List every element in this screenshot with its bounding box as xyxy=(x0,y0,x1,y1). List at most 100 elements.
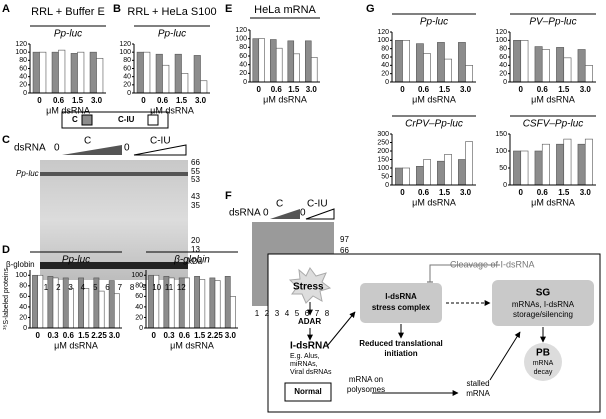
x-tick-label: 0 xyxy=(37,96,42,105)
gel-image xyxy=(40,160,188,280)
node-box xyxy=(492,280,594,326)
y-tick-label: 0 xyxy=(385,79,389,86)
gradient-wedge xyxy=(62,145,122,155)
x-tick-label: 3.0 xyxy=(580,85,592,94)
x-tick-label: 1.5 xyxy=(288,85,300,94)
x-tick-label: 3.0 xyxy=(460,188,472,197)
diagram-label: Cleavage of I-dsRNA xyxy=(450,259,535,269)
y-tick-label: 0 xyxy=(23,90,27,97)
panel-letter: E xyxy=(225,3,232,15)
x-tick-label: 0.6 xyxy=(157,96,169,105)
gel-label: 0 xyxy=(263,208,269,219)
bar xyxy=(402,167,410,186)
gel-label: 0 xyxy=(300,208,306,219)
y-tick-label: 120 xyxy=(15,41,27,48)
gel-label: C-IU xyxy=(150,136,171,147)
diagram-label: miRNAs, xyxy=(290,361,318,368)
lane-number: 3 xyxy=(275,309,280,318)
x-tick-label: 3.0 xyxy=(306,85,318,94)
y-tick-label: 300 xyxy=(377,131,389,138)
lane-number: 11 xyxy=(165,283,174,292)
y-tick-label: 80 xyxy=(19,283,27,290)
diagram-label: Normal xyxy=(294,387,322,396)
chart-title: RRL + HeLa S100 xyxy=(127,6,216,18)
y-tick-label: 60 xyxy=(123,65,131,72)
diagram-label: polysomes xyxy=(347,385,385,394)
diagram-label: mRNAs, I-dsRNA xyxy=(512,300,575,309)
lane-number: 3 xyxy=(68,283,73,292)
bar xyxy=(437,160,445,186)
x-tick-label: 0 xyxy=(35,331,40,340)
y-tick-label: 60 xyxy=(135,293,143,300)
diagram-label: Viral dsRNAs xyxy=(290,369,332,376)
y-tick-label: 20 xyxy=(381,71,389,78)
bar xyxy=(556,47,565,83)
legend-label: C xyxy=(72,115,78,124)
gel-band xyxy=(40,262,188,269)
x-axis-label: μM dsRNA xyxy=(170,340,214,350)
diagram-label: mRNA xyxy=(466,389,490,398)
lane-number: 9 xyxy=(142,283,147,292)
y-tick-label: 80 xyxy=(135,283,143,290)
diagram-label: PB xyxy=(536,348,550,359)
x-tick-label: 1.5 xyxy=(78,331,90,340)
bar xyxy=(89,51,97,94)
x-axis-label: μM dsRNA xyxy=(531,94,575,104)
lane-number: 2 xyxy=(56,283,61,292)
bar xyxy=(209,277,216,329)
x-tick-label: 0.3 xyxy=(163,331,175,340)
bar xyxy=(143,51,151,94)
bar xyxy=(136,51,144,94)
arrow xyxy=(327,311,356,346)
bar xyxy=(77,51,85,94)
bar xyxy=(293,53,300,83)
y-tick-label: 0 xyxy=(139,325,143,332)
gradient-wedge xyxy=(305,208,335,220)
y-tick-label: 100 xyxy=(235,36,247,43)
y-tick-label: 100 xyxy=(377,37,389,44)
chart-subtitle: CrPV–Pp-luc xyxy=(405,119,463,130)
bar xyxy=(437,42,445,83)
lane-number: 6 xyxy=(305,309,310,318)
y-tick-label: 20 xyxy=(499,71,507,78)
diagram-label: stress complex xyxy=(372,303,431,312)
y-tick-label: 80 xyxy=(239,44,247,51)
diagram-label: storage/silencing xyxy=(513,310,573,319)
x-tick-label: 0.6 xyxy=(63,331,75,340)
y-tick-label: 80 xyxy=(381,46,389,53)
bar xyxy=(563,138,572,186)
marker-label: 20 xyxy=(191,236,200,245)
node-circle xyxy=(524,343,562,381)
lane-number: 6 xyxy=(105,283,110,292)
x-tick-label: 1.5 xyxy=(558,188,570,197)
bar xyxy=(32,51,40,94)
bar xyxy=(444,58,452,83)
diagram-label: I-dsRNA xyxy=(290,341,329,352)
marker-label: 43 xyxy=(191,192,200,201)
bar xyxy=(402,40,410,83)
bar xyxy=(269,39,277,83)
bar xyxy=(32,274,38,329)
bar xyxy=(83,288,90,329)
lane-number: 10 xyxy=(152,283,161,292)
y-tick-label: 120 xyxy=(377,29,389,36)
x-tick-label: 0 xyxy=(400,85,405,94)
y-tick-label: 100 xyxy=(377,165,389,172)
gel-label: C xyxy=(276,199,283,210)
y-tick-label: 40 xyxy=(123,74,131,81)
x-tick-label: 0 xyxy=(519,85,524,94)
x-tick-label: 1.5 xyxy=(558,85,570,94)
bar xyxy=(513,150,522,186)
y-tick-label: 20 xyxy=(19,82,27,89)
marker-label: 97 xyxy=(340,235,349,244)
lane-number: 7 xyxy=(118,283,123,292)
x-tick-label: 0.3 xyxy=(47,331,59,340)
bar xyxy=(444,154,452,186)
bar xyxy=(423,159,431,186)
x-tick-label: 0.6 xyxy=(271,85,283,94)
bar xyxy=(224,276,231,329)
chart-subtitle: PV–Pp-luc xyxy=(529,17,576,28)
marker-label: 35 xyxy=(191,201,200,210)
